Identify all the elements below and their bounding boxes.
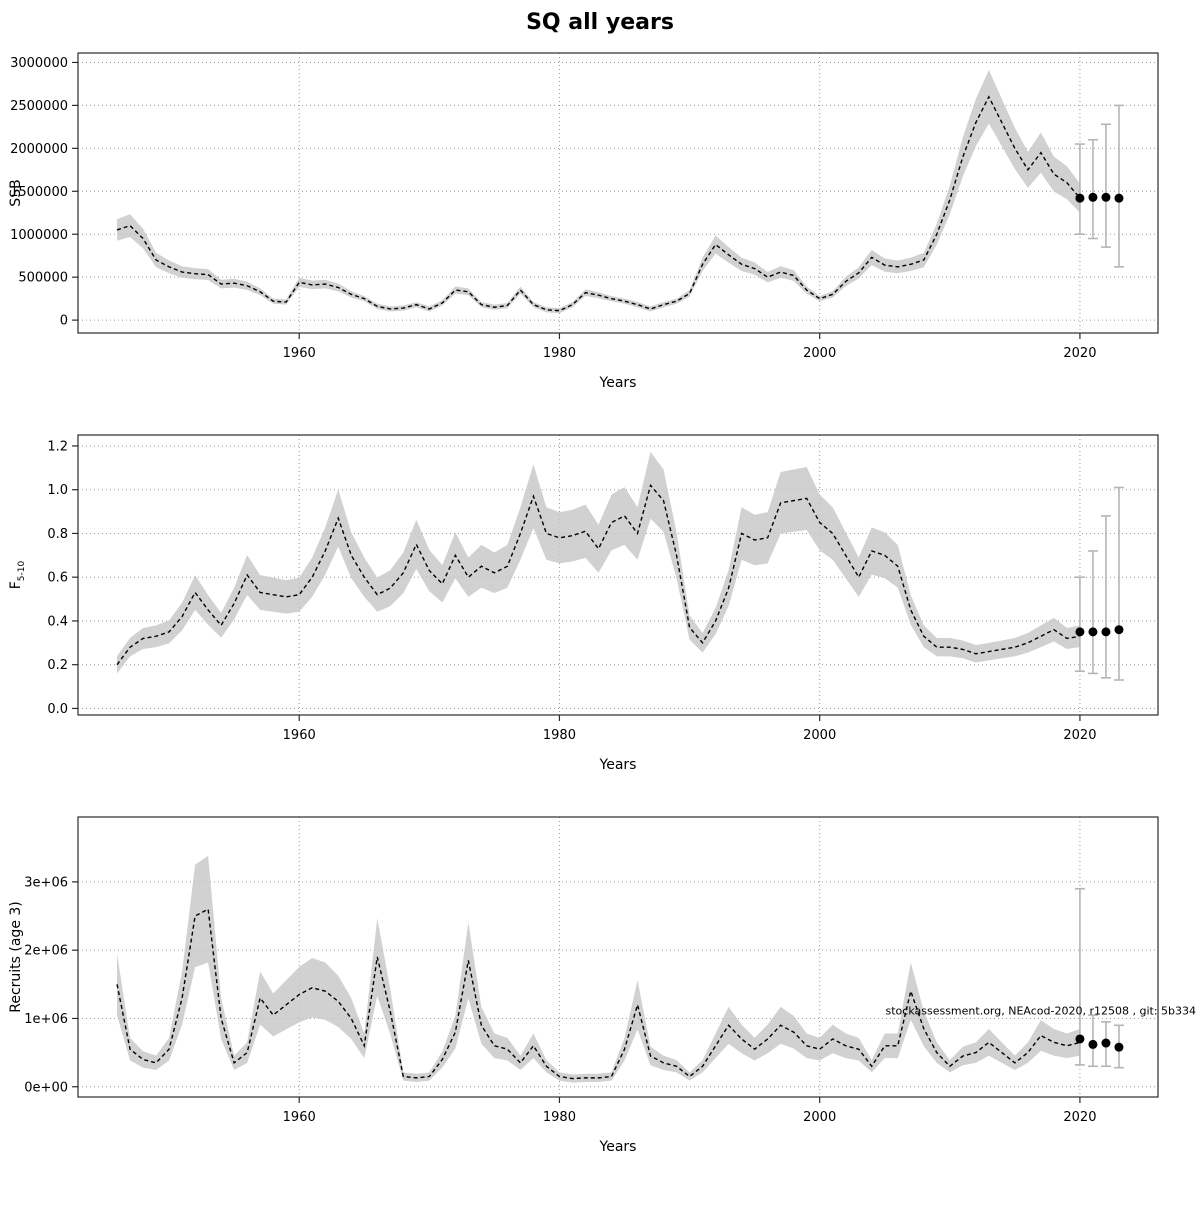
recruits-xlabel: Years [599,1139,637,1155]
recruitment-chart: 1960 1980 2000 2020 0e+00 1e+06 2e+06 3e+06 Year… [8,816,1197,1155]
fbar-forecast-point [1088,627,1098,637]
x-tick-label: 1960 [283,728,316,743]
y-tick-label: 500000 [18,271,68,286]
x-tick-label: 1960 [283,346,316,361]
y-tick-label: 3000000 [10,56,68,71]
recruits-series-line [116,908,1081,1080]
x-tick-label: 2020 [1063,728,1096,743]
fbar-forecast-point [1075,627,1085,637]
recruits-confidence-band [117,855,1080,1083]
y-tick-label: 1e+06 [24,1012,68,1027]
fbar-forecast-point [1114,625,1124,635]
y-tick-label: 2000000 [10,142,68,157]
ssb-plot-frame [77,52,1159,334]
y-tick-label: 1500000 [10,185,68,200]
fbar-ylabel: F5-10 [8,560,27,589]
y-tick-label: 2e+06 [24,944,68,959]
y-tick-label: 1.2 [47,439,68,454]
recruits-forecast-point [1075,1034,1085,1044]
x-tick-label: 2000 [803,346,836,361]
y-tick-label: 1.0 [47,483,68,498]
recruits-forecast-point [1088,1039,1098,1049]
ssb-confidence-band [117,70,1080,314]
recruits-forecast-point [1101,1038,1111,1048]
x-tick-label: 2000 [803,728,836,743]
fbar-plot-frame [77,434,1159,716]
ssb-forecast-point [1101,192,1111,202]
x-tick-label: 2020 [1063,346,1096,361]
y-tick-label: 1000000 [10,228,68,243]
fbar-forecast-point [1101,627,1111,637]
x-tick-label: 1980 [543,1110,576,1125]
ssb-ylabel: SSB [8,179,24,206]
figure-title: SQ all years [526,10,674,35]
ssb-series-line [116,95,1081,312]
x-tick-label: 2020 [1063,1110,1096,1125]
x-tick-label: 1960 [283,1110,316,1125]
y-tick-label: 0 [60,314,68,329]
y-tick-label: 3e+06 [24,875,68,890]
recruits-forecast-point [1114,1042,1124,1052]
y-tick-label: 0.0 [47,702,68,717]
ssb-xlabel: Years [599,375,637,391]
fbar-confidence-band [117,451,1080,674]
y-tick-label: 0.4 [47,614,68,629]
x-tick-label: 2000 [803,1110,836,1125]
y-tick-label: 0.8 [47,527,68,542]
x-tick-label: 1980 [543,728,576,743]
fishing-mortality-chart: 1960 1980 2000 2020 0.0 0.2 0.4 0.6 0.8 1.0 1.2 Yea… [8,434,1159,773]
x-tick-label: 1980 [543,346,576,361]
y-tick-label: 0e+00 [24,1080,68,1095]
ssb-forecast-point [1114,193,1124,203]
fbar-xlabel: Years [599,757,637,773]
charts-container: 1960 1980 2000 2020 0 500000 1000000 1500000 200… [0,39,1200,1175]
recruits-plot-frame [77,816,1159,1098]
ssb-forecast-point [1088,192,1098,202]
y-tick-label: 2500000 [10,99,68,114]
ssb-chart: 1960 1980 2000 2020 0 500000 1000000 1500000 200… [8,52,1159,391]
recruits-ylabel: Recruits (age 3) [8,901,24,1013]
ssb-forecast-point [1075,193,1085,203]
watermark-text: stockassessment.org, NEAcod-2020, r12508… [886,1004,1197,1017]
y-tick-label: 0.6 [47,571,68,586]
y-tick-label: 0.2 [47,658,68,673]
